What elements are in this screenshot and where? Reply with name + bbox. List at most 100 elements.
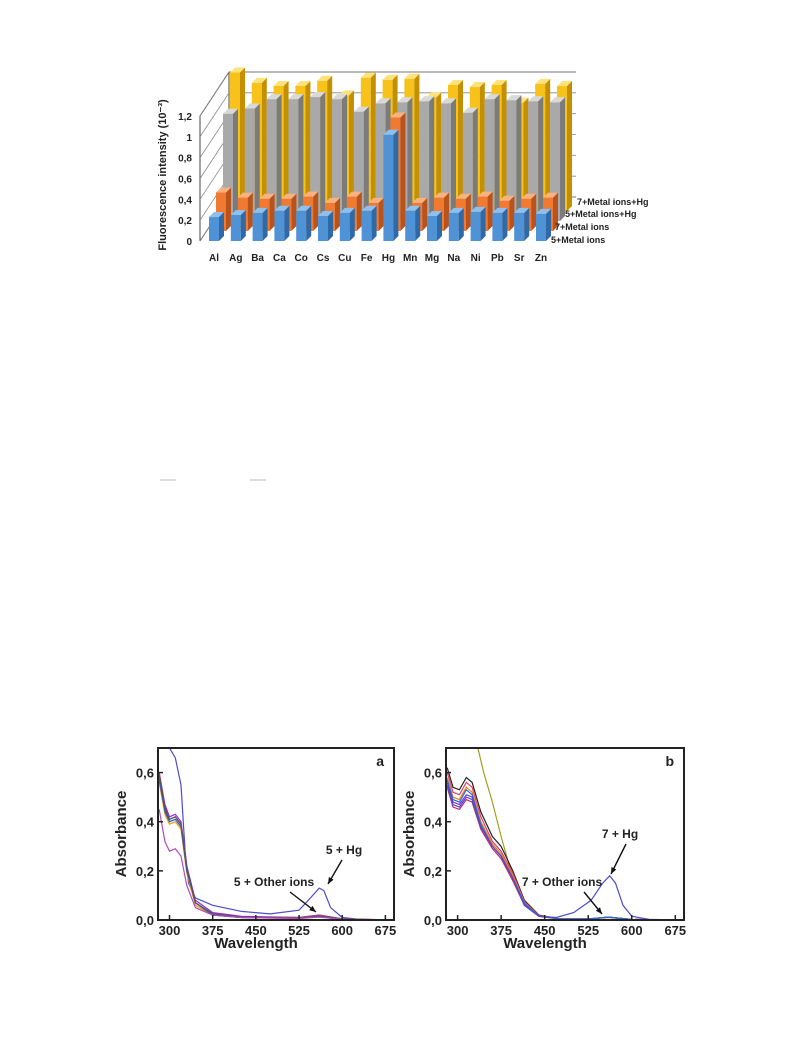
bar-front-face bbox=[375, 103, 386, 221]
bar-front-face bbox=[252, 212, 263, 241]
x-tick-label: 675 bbox=[375, 923, 397, 938]
absorbance-curve-2 bbox=[446, 772, 682, 920]
bar-s7-Al bbox=[216, 187, 231, 231]
bar-side-face bbox=[437, 211, 442, 241]
bar-s5-Cu bbox=[339, 207, 355, 241]
bar-top-face bbox=[382, 74, 398, 80]
curves bbox=[446, 748, 682, 920]
y-tick-label: 1 bbox=[186, 133, 192, 144]
bar-top-face bbox=[390, 112, 406, 118]
bar-front-face bbox=[310, 97, 321, 221]
bar-side-face bbox=[458, 207, 464, 241]
bar-top-face bbox=[521, 193, 537, 199]
y-tick-label: 0,0 bbox=[424, 913, 442, 928]
bar-top-face bbox=[448, 79, 463, 85]
bar-top-face bbox=[557, 81, 572, 86]
bar-side-face bbox=[298, 94, 304, 221]
y-tick-label: 0,6 bbox=[136, 766, 154, 781]
bar-side-face bbox=[553, 192, 558, 231]
y-tick-label: 0,2 bbox=[424, 864, 442, 879]
bar-top-face bbox=[499, 195, 515, 201]
bar-front-face bbox=[441, 103, 451, 221]
bar-s5hg-Cu bbox=[353, 106, 369, 221]
annotation-7-hg: 7 + Hg bbox=[602, 827, 638, 841]
series-label-s7: 7+Metal ions bbox=[555, 222, 609, 232]
x-tick-label: 300 bbox=[159, 923, 181, 938]
bar-side-face bbox=[472, 107, 478, 221]
x-tick-label-Pb: Pb bbox=[491, 253, 504, 264]
bar-side-face bbox=[509, 195, 515, 231]
bar-side-face bbox=[335, 197, 340, 231]
bar-marks bbox=[209, 67, 572, 241]
bar-side-face bbox=[276, 94, 282, 221]
bar-side-face bbox=[501, 79, 507, 211]
bar-s5-Ba bbox=[252, 207, 268, 241]
y-tick-label: 0,6 bbox=[178, 175, 192, 186]
absorbance-curve-0 bbox=[159, 748, 392, 920]
plot-frame bbox=[445, 747, 685, 921]
bar-side-face bbox=[546, 208, 551, 241]
bar-top-face bbox=[506, 95, 522, 101]
bar-s5-Zn bbox=[536, 208, 551, 241]
x-tick-label: 300 bbox=[447, 923, 469, 938]
bar-top-face bbox=[375, 98, 391, 104]
bar-side-face bbox=[502, 207, 508, 241]
bar-top-face bbox=[281, 193, 297, 199]
bar-side-face bbox=[458, 79, 463, 211]
x-tick-label: 375 bbox=[202, 923, 224, 938]
bar-top-face bbox=[419, 96, 435, 102]
bar-side-face bbox=[494, 94, 500, 221]
bar-side-face bbox=[349, 207, 355, 241]
bar-top-face bbox=[318, 211, 333, 216]
x-axis-label: Wavelength bbox=[503, 935, 587, 952]
bar-side-face bbox=[247, 192, 253, 231]
bar-s5-Fe bbox=[361, 205, 377, 241]
series-label-s7hg: 7+Metal ions+Hg bbox=[577, 197, 649, 207]
bar-side-face bbox=[400, 112, 406, 231]
series-label-s5hg: 5+Metal ions+Hg bbox=[565, 209, 637, 219]
x-axis-label: Wavelength bbox=[214, 935, 298, 952]
bar-side-face bbox=[538, 96, 544, 221]
absorbance-curve-6 bbox=[158, 774, 392, 920]
x-tick-label: 675 bbox=[664, 923, 686, 938]
bar-top-face bbox=[266, 94, 282, 100]
panel-letter: b bbox=[665, 753, 674, 769]
bar-top-face bbox=[209, 212, 224, 218]
x-tick-label-Ba: Ba bbox=[251, 253, 264, 264]
bar-top-face bbox=[397, 97, 413, 103]
bar-s5-Sr bbox=[514, 207, 530, 241]
bar-side-face bbox=[356, 191, 362, 231]
bar-side-face bbox=[415, 205, 421, 241]
bar-side-face bbox=[444, 192, 449, 231]
bar-s5-Mn bbox=[405, 205, 421, 241]
bar-s5-Co bbox=[296, 205, 312, 241]
bar-front-face bbox=[448, 212, 459, 241]
x-tick-label-Sr: Sr bbox=[514, 253, 525, 264]
bar-side-face bbox=[414, 73, 420, 211]
y-tick-label: 0,4 bbox=[178, 195, 192, 206]
annotation-5-hg: 5 + Hg bbox=[326, 843, 362, 857]
bar-top-face bbox=[339, 207, 355, 213]
bar-front-face bbox=[223, 113, 233, 221]
bar-s5hg-Ag bbox=[244, 103, 260, 221]
bar-top-face bbox=[310, 92, 326, 98]
bar-top-face bbox=[455, 193, 471, 199]
bar-s5hg-Sr bbox=[528, 96, 544, 221]
bar-side-face bbox=[320, 92, 326, 222]
y-tick-label: 0,6 bbox=[424, 766, 442, 781]
bar-top-face bbox=[550, 97, 565, 103]
bar-top-face bbox=[484, 94, 500, 100]
bar-side-face bbox=[393, 129, 399, 241]
bar-front-face bbox=[419, 101, 430, 221]
bar-side-face bbox=[313, 191, 319, 231]
x-tick-label-Co: Co bbox=[295, 253, 308, 264]
bar-top-face bbox=[223, 108, 238, 114]
arrow-7-hg-head bbox=[611, 867, 617, 874]
bar-front-face bbox=[506, 100, 517, 221]
bar-side-face bbox=[465, 193, 471, 231]
bar-side-face bbox=[305, 81, 311, 211]
bar-front-face bbox=[266, 99, 277, 221]
x-tick-label-Zn: Zn bbox=[535, 253, 547, 264]
bar-front-face bbox=[339, 212, 350, 241]
